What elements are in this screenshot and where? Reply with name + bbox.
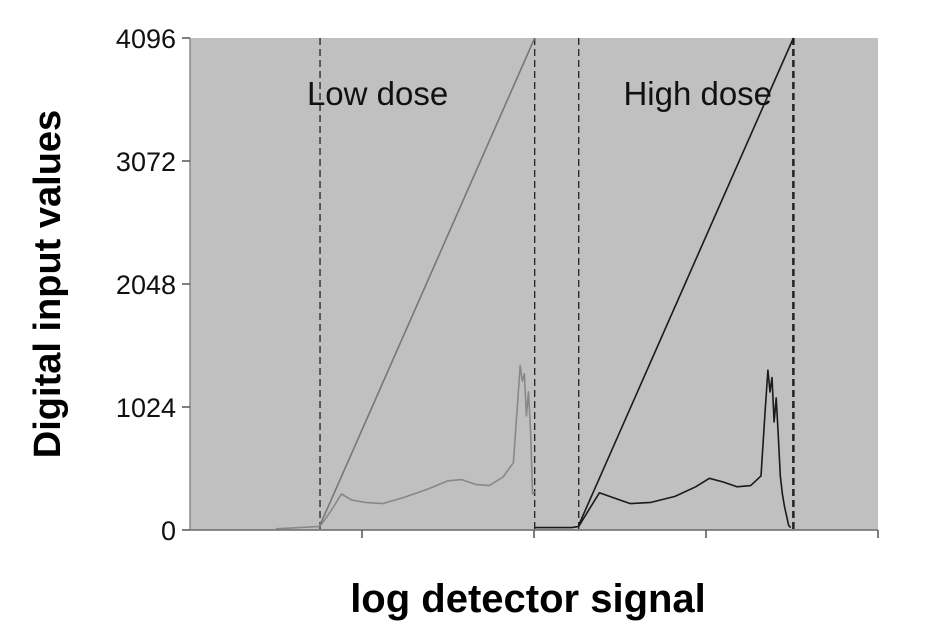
series-group [275, 37, 795, 530]
high-dose-label: High dose [623, 75, 772, 112]
low-dose-label: Low dose [307, 75, 448, 112]
y-tick-label: 3072 [116, 147, 176, 177]
x-axis-title: log detector signal [350, 577, 706, 621]
annotations: Low dose High dose [307, 75, 772, 112]
x-axis [190, 529, 879, 538]
y-tick-label: 2048 [116, 270, 176, 300]
y-tick-label: 4096 [116, 24, 176, 54]
low-dose-mapping-line [319, 37, 536, 526]
dose-window-boundaries [319, 38, 795, 530]
high-dose-mapping-line [577, 37, 795, 526]
low-dose-histogram-line [275, 364, 536, 530]
y-axis: 0 1024 2048 3072 4096 [116, 24, 191, 546]
y-tick-label: 1024 [116, 393, 176, 423]
y-tick-label: 0 [161, 516, 176, 546]
y-axis-title: Digital input values [27, 110, 69, 458]
plot-area [190, 38, 878, 530]
high-dose-histogram-line [534, 369, 792, 529]
